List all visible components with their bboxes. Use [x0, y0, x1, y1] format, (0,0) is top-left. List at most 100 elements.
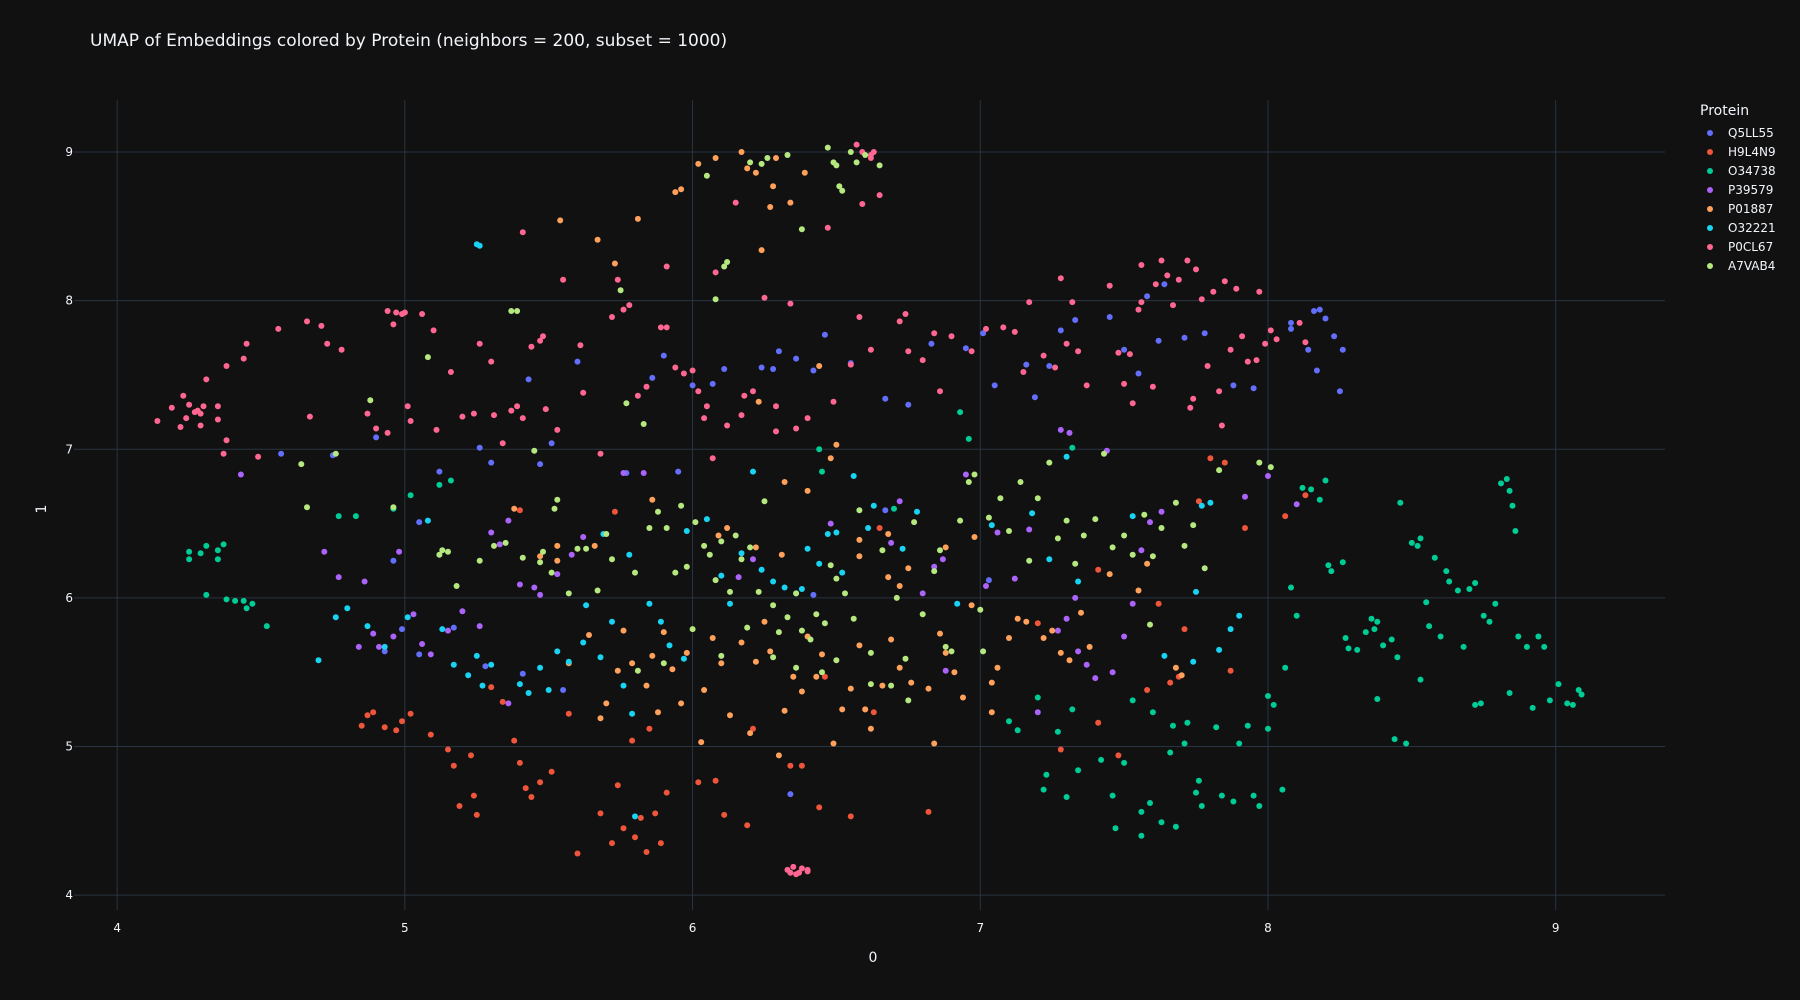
data-point[interactable]	[1230, 382, 1237, 389]
data-point[interactable]	[557, 217, 564, 224]
data-point[interactable]	[856, 642, 863, 649]
data-point[interactable]	[522, 785, 529, 792]
data-point[interactable]	[594, 587, 601, 594]
data-point[interactable]	[738, 149, 745, 155]
data-point[interactable]	[798, 226, 805, 233]
data-point[interactable]	[775, 752, 782, 759]
data-point[interactable]	[1204, 363, 1211, 369]
data-point[interactable]	[1311, 308, 1317, 314]
data-point[interactable]	[384, 429, 391, 436]
data-point[interactable]	[1244, 722, 1251, 729]
data-point[interactable]	[488, 684, 495, 691]
data-point[interactable]	[390, 504, 397, 511]
data-point[interactable]	[919, 357, 926, 364]
data-point[interactable]	[298, 461, 305, 468]
data-point[interactable]	[885, 574, 892, 581]
data-point[interactable]	[537, 559, 544, 566]
data-point[interactable]	[870, 709, 877, 716]
data-point[interactable]	[381, 724, 388, 731]
data-point[interactable]	[1216, 388, 1223, 395]
data-point[interactable]	[430, 327, 437, 334]
data-point[interactable]	[516, 759, 523, 766]
data-point[interactable]	[614, 276, 621, 283]
data-point[interactable]	[1158, 257, 1165, 264]
data-point[interactable]	[709, 635, 716, 641]
data-point[interactable]	[847, 361, 854, 368]
data-point[interactable]	[1046, 459, 1053, 466]
legend-item-o34738[interactable]: O34738	[1700, 161, 1776, 180]
data-point[interactable]	[1288, 319, 1294, 326]
data-point[interactable]	[758, 364, 765, 371]
data-point[interactable]	[680, 655, 687, 662]
data-point[interactable]	[614, 667, 621, 674]
data-point[interactable]	[424, 517, 431, 524]
legend-item-p39579[interactable]: P39579	[1700, 180, 1776, 199]
data-point[interactable]	[1135, 306, 1142, 313]
data-point[interactable]	[899, 545, 906, 552]
data-point[interactable]	[787, 869, 794, 876]
data-point[interactable]	[197, 410, 204, 417]
data-point[interactable]	[1121, 532, 1128, 539]
data-point[interactable]	[764, 155, 771, 161]
data-point[interactable]	[304, 318, 310, 325]
data-point[interactable]	[1129, 513, 1136, 520]
data-point[interactable]	[447, 369, 454, 375]
data-point[interactable]	[770, 578, 777, 585]
data-point[interactable]	[689, 367, 696, 374]
data-point[interactable]	[761, 618, 768, 625]
data-point[interactable]	[1034, 709, 1041, 716]
data-point[interactable]	[891, 505, 897, 512]
data-point[interactable]	[876, 192, 883, 199]
data-point[interactable]	[862, 152, 869, 158]
data-point[interactable]	[839, 187, 846, 194]
data-point[interactable]	[390, 557, 397, 564]
data-point[interactable]	[1069, 444, 1076, 451]
data-point[interactable]	[859, 201, 866, 207]
data-point[interactable]	[445, 548, 451, 555]
data-point[interactable]	[439, 626, 446, 633]
data-point[interactable]	[1115, 349, 1122, 356]
data-point[interactable]	[885, 531, 892, 537]
data-point[interactable]	[528, 343, 535, 350]
data-point[interactable]	[1480, 612, 1487, 619]
data-point[interactable]	[968, 348, 975, 355]
data-point[interactable]	[488, 459, 495, 466]
data-point[interactable]	[381, 648, 388, 655]
data-point[interactable]	[1443, 568, 1450, 575]
data-point[interactable]	[931, 330, 938, 337]
data-point[interactable]	[1029, 510, 1036, 517]
data-point[interactable]	[197, 550, 204, 557]
data-point[interactable]	[672, 569, 679, 576]
data-point[interactable]	[689, 382, 696, 389]
data-point[interactable]	[620, 825, 627, 832]
data-point[interactable]	[390, 633, 397, 640]
data-point[interactable]	[830, 740, 837, 747]
data-point[interactable]	[657, 618, 664, 625]
data-point[interactable]	[744, 624, 751, 631]
data-point[interactable]	[1242, 493, 1248, 500]
data-point[interactable]	[727, 600, 733, 607]
data-point[interactable]	[632, 834, 638, 841]
data-point[interactable]	[1198, 803, 1205, 809]
data-point[interactable]	[1149, 553, 1156, 560]
data-point[interactable]	[1075, 578, 1082, 585]
data-point[interactable]	[1098, 756, 1105, 763]
data-point[interactable]	[701, 415, 708, 422]
data-point[interactable]	[773, 403, 779, 410]
data-point[interactable]	[376, 643, 382, 650]
data-point[interactable]	[1106, 314, 1113, 320]
data-point[interactable]	[807, 636, 814, 643]
data-point[interactable]	[879, 547, 886, 554]
data-point[interactable]	[1193, 588, 1199, 595]
data-point[interactable]	[1006, 718, 1012, 725]
data-point[interactable]	[721, 366, 728, 372]
data-point[interactable]	[1109, 669, 1116, 676]
data-point[interactable]	[577, 342, 584, 349]
data-point[interactable]	[1472, 701, 1479, 708]
data-point[interactable]	[1288, 584, 1294, 591]
data-point[interactable]	[672, 189, 679, 196]
data-point[interactable]	[962, 471, 969, 478]
data-point[interactable]	[798, 627, 805, 634]
data-point[interactable]	[404, 403, 411, 410]
data-point[interactable]	[186, 548, 193, 555]
